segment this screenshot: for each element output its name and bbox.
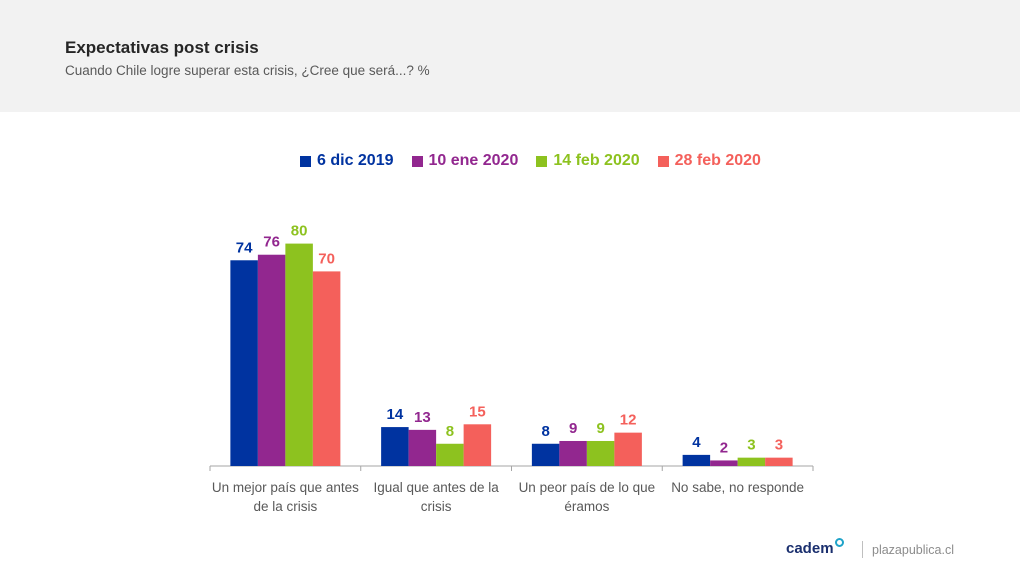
category-label-0-1: de la crisis bbox=[253, 499, 317, 514]
category-label-2-0: Un peor país de lo que bbox=[519, 480, 656, 495]
page-subtitle: Cuando Chile logre superar esta crisis, … bbox=[65, 63, 430, 78]
cadem-logo: cadem bbox=[786, 538, 844, 557]
data-label-2-3: 12 bbox=[620, 412, 637, 429]
data-label-2-0: 8 bbox=[541, 423, 549, 440]
bar-0-3 bbox=[312, 271, 341, 466]
bar-3-1 bbox=[710, 460, 738, 466]
legend-swatch-2 bbox=[536, 155, 548, 167]
legend-swatch-1 bbox=[411, 155, 423, 167]
bar-1-2 bbox=[436, 443, 464, 466]
bar-2-0 bbox=[531, 443, 560, 466]
data-label-0-2: 80 bbox=[291, 223, 308, 240]
data-label-3-0: 4 bbox=[692, 434, 701, 451]
data-label-3-3: 3 bbox=[775, 437, 783, 454]
chart-legend: 6 dic 2019 10 ene 2020 14 feb 2020 28 fe… bbox=[300, 150, 761, 172]
data-label-3-1: 2 bbox=[720, 439, 728, 456]
data-label-1-0: 14 bbox=[387, 406, 404, 423]
bar-3-0 bbox=[682, 454, 711, 466]
data-label-1-3: 15 bbox=[469, 403, 486, 420]
logo-ring-icon bbox=[834, 538, 844, 547]
bar-0-0 bbox=[230, 260, 258, 466]
bar-0-1 bbox=[257, 254, 286, 466]
bar-3-2 bbox=[737, 457, 766, 466]
legend-label-1: 10 ene 2020 bbox=[428, 152, 519, 169]
data-label-3-2: 3 bbox=[747, 437, 755, 454]
page-title: Expectativas post crisis bbox=[65, 38, 259, 57]
data-label-0-1: 76 bbox=[263, 234, 280, 251]
bar-1-0 bbox=[381, 427, 409, 466]
header-band: Expectativas post crisis Cuando Chile lo… bbox=[0, 0, 1020, 112]
bar-0-2 bbox=[285, 243, 313, 466]
data-label-2-2: 9 bbox=[596, 420, 604, 437]
bar-2-1 bbox=[559, 440, 587, 466]
bar-1-1 bbox=[408, 429, 437, 466]
bar-3-3 bbox=[765, 457, 793, 466]
data-label-1-1: 13 bbox=[414, 409, 431, 426]
category-label-2-1: éramos bbox=[564, 499, 609, 514]
category-label-1-1: crisis bbox=[421, 499, 452, 514]
legend-label-2: 14 feb 2020 bbox=[553, 152, 640, 169]
legend-label-0: 6 dic 2019 bbox=[317, 152, 394, 169]
data-label-1-2: 8 bbox=[446, 423, 454, 440]
category-label-1-0: Igual que antes de la bbox=[373, 480, 499, 495]
legend-swatch-3 bbox=[657, 155, 669, 167]
data-label-0-3: 70 bbox=[318, 250, 335, 267]
legend-label-3: 28 feb 2020 bbox=[674, 152, 761, 169]
footer-site: plazapublica.cl bbox=[872, 543, 954, 557]
legend-swatch-0 bbox=[300, 155, 311, 167]
category-label-0-0: Un mejor país que antes bbox=[212, 480, 359, 495]
bar-1-3 bbox=[463, 424, 492, 466]
legend-item-3: 28 feb 2020 bbox=[657, 152, 761, 170]
footer-divider bbox=[862, 541, 863, 558]
data-label-0-0: 74 bbox=[236, 239, 253, 256]
bar-2-3 bbox=[614, 432, 642, 466]
data-label-2-1: 9 bbox=[569, 420, 577, 437]
legend-item-2: 14 feb 2020 bbox=[536, 152, 640, 170]
brand-name: cadem bbox=[786, 540, 834, 557]
bar-2-2 bbox=[586, 440, 615, 466]
legend-item-0: 6 dic 2019 bbox=[300, 152, 394, 170]
legend-item-1: 10 ene 2020 bbox=[411, 152, 519, 170]
category-label-3-0: No sabe, no responde bbox=[671, 480, 804, 495]
